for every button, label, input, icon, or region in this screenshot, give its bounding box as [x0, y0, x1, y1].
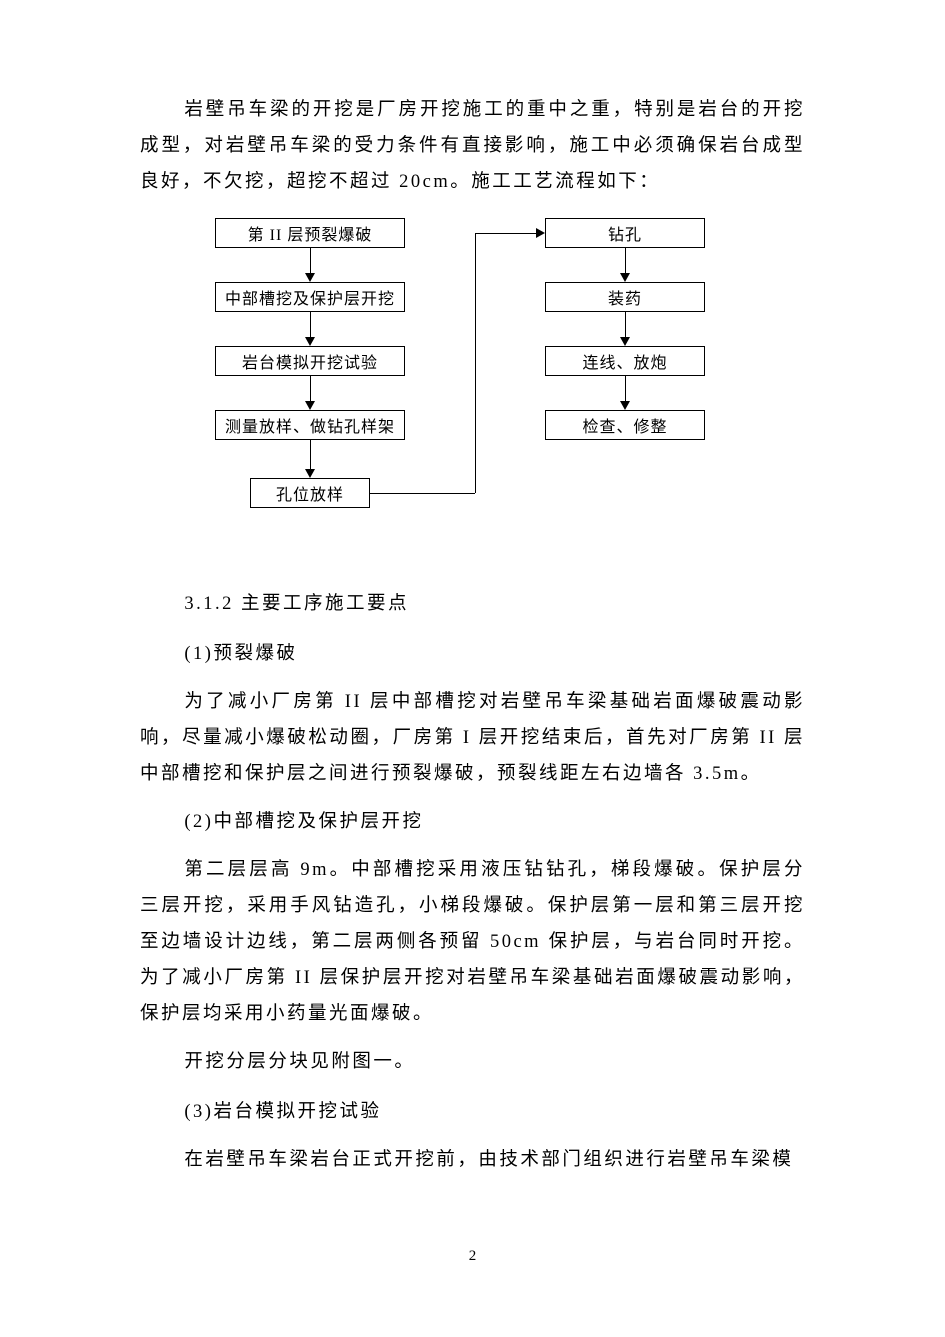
flow-arrowhead — [620, 273, 630, 282]
flow-arrowhead — [305, 469, 315, 478]
flow-arrow — [625, 312, 626, 337]
flow-arrowhead — [620, 401, 630, 410]
flow-node-right-1: 钻孔 — [545, 218, 705, 248]
flow-node-left-5: 孔位放样 — [250, 478, 370, 508]
paragraph-intro: 岩壁吊车梁的开挖是厂房开挖施工的重中之重，特别是岩台的开挖成型，对岩壁吊车梁的受… — [140, 92, 805, 200]
flow-node-left-1: 第 II 层预裂爆破 — [215, 218, 405, 248]
flow-arrowhead — [305, 273, 315, 282]
flow-arrow — [310, 440, 311, 469]
flow-node-left-3: 岩台模拟开挖试验 — [215, 346, 405, 376]
flow-arrow — [310, 376, 311, 401]
flow-arrowhead — [305, 401, 315, 410]
flow-connector — [370, 493, 475, 494]
flow-arrowhead — [536, 228, 545, 238]
paragraph-item-2: 第二层层高 9m。中部槽挖采用液压钻钻孔，梯段爆破。保护层分三层开挖，采用手风钻… — [140, 852, 805, 1032]
flow-arrowhead — [620, 337, 630, 346]
paragraph-item-1: 为了减小厂房第 II 层中部槽挖对岩壁吊车梁基础岩面爆破震动影响，尽量减小爆破松… — [140, 684, 805, 792]
paragraph-appendix: 开挖分层分块见附图一。 — [140, 1044, 805, 1080]
flow-node-left-2: 中部槽挖及保护层开挖 — [215, 282, 405, 312]
flow-connector — [475, 233, 476, 493]
flow-node-right-3: 连线、放炮 — [545, 346, 705, 376]
flow-arrow — [310, 312, 311, 337]
heading-item-1: (1)预裂爆破 — [140, 636, 805, 672]
process-flowchart: 第 II 层预裂爆破 中部槽挖及保护层开挖 岩台模拟开挖试验 测量放样、做钻孔样… — [215, 218, 745, 540]
heading-3-1-2: 3.1.2 主要工序施工要点 — [140, 586, 805, 622]
flow-arrow — [625, 376, 626, 401]
flow-node-right-4: 检查、修整 — [545, 410, 705, 440]
page: 岩壁吊车梁的开挖是厂房开挖施工的重中之重，特别是岩台的开挖成型，对岩壁吊车梁的受… — [0, 0, 945, 1337]
flow-node-left-4: 测量放样、做钻孔样架 — [215, 410, 405, 440]
flow-connector — [475, 233, 536, 234]
flow-arrow — [310, 248, 311, 273]
page-number: 2 — [0, 1248, 945, 1265]
flow-node-right-2: 装药 — [545, 282, 705, 312]
paragraph-item-3: 在岩壁吊车梁岩台正式开挖前，由技术部门组织进行岩壁吊车梁模 — [140, 1142, 805, 1178]
heading-item-3: (3)岩台模拟开挖试验 — [140, 1094, 805, 1130]
flow-arrow — [625, 248, 626, 273]
flow-arrowhead — [305, 337, 315, 346]
heading-item-2: (2)中部槽挖及保护层开挖 — [140, 804, 805, 840]
